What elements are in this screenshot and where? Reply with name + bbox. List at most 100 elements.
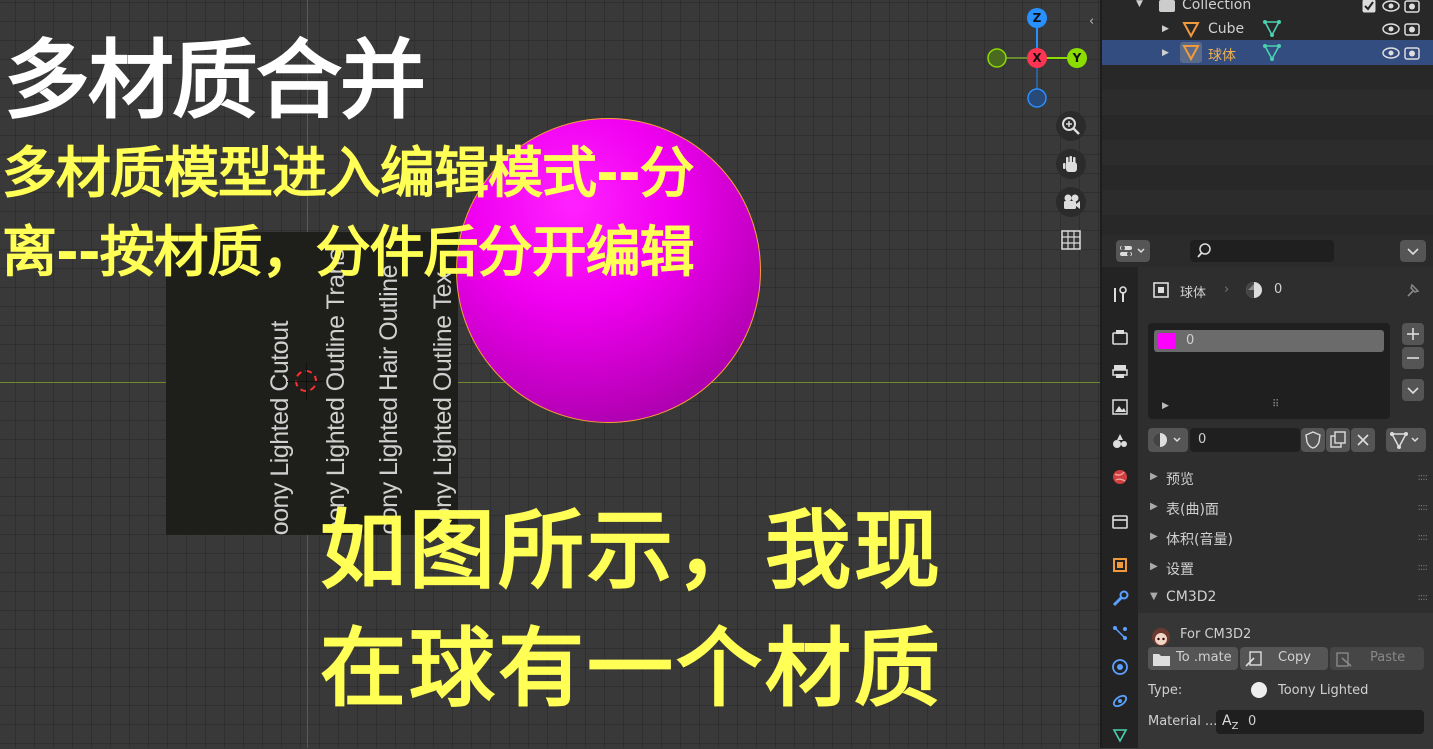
chevron-right-icon[interactable]: ▶ bbox=[1150, 531, 1158, 542]
overlay-caption-2: 离--按材质，分件后分开编辑 bbox=[2, 220, 695, 284]
drag-handle-icon[interactable]: :::: bbox=[1417, 592, 1429, 603]
section-settings[interactable]: ▶ 设置 :::: bbox=[1138, 553, 1433, 583]
copy-button[interactable]: Copy bbox=[1240, 647, 1328, 670]
3d-viewport[interactable]: oony Lighted Cutout oony Lighted Outline… bbox=[0, 0, 1100, 748]
material-name-value: 0 bbox=[1198, 432, 1207, 447]
output-tab-icon[interactable] bbox=[1106, 357, 1134, 385]
chevron-right-icon[interactable]: ▶ bbox=[1150, 501, 1158, 512]
eye-icon[interactable] bbox=[1382, 46, 1400, 64]
tool-tab-icon[interactable] bbox=[1106, 281, 1134, 309]
fake-user-button[interactable] bbox=[1301, 428, 1325, 452]
clipboard-paste-icon bbox=[1336, 652, 1352, 667]
grid-icon[interactable] bbox=[1056, 225, 1086, 255]
constraints-tab-icon[interactable] bbox=[1106, 687, 1134, 715]
physics-tab-icon[interactable] bbox=[1106, 653, 1134, 681]
material-sphere-icon bbox=[1246, 282, 1262, 298]
search-icon bbox=[1197, 243, 1211, 258]
sphere-object[interactable] bbox=[456, 118, 761, 423]
remove-slot-button[interactable] bbox=[1402, 347, 1424, 369]
add-slot-button[interactable] bbox=[1402, 323, 1424, 345]
chevron-right-icon[interactable]: ▶ bbox=[1150, 561, 1158, 572]
chevron-down-icon[interactable]: ▼ bbox=[1150, 591, 1158, 602]
unlink-material-button[interactable] bbox=[1351, 428, 1375, 452]
slot-specials-button[interactable] bbox=[1402, 379, 1424, 401]
resize-handle-icon[interactable]: ⠿ bbox=[1272, 399, 1280, 410]
chevron-down-icon bbox=[1407, 248, 1419, 256]
outliner-item-sphere[interactable]: ▶ 球体 bbox=[1102, 40, 1433, 65]
drag-handle-icon[interactable]: :::: bbox=[1417, 532, 1429, 543]
properties-header bbox=[1102, 235, 1433, 267]
eye-icon[interactable] bbox=[1382, 0, 1400, 17]
section-cm3d2[interactable]: ▼ CM3D2 :::: bbox=[1138, 583, 1433, 613]
chevron-down-icon[interactable]: ▼ bbox=[1136, 0, 1143, 9]
render-camera-icon[interactable] bbox=[1404, 46, 1420, 64]
outliner-item-cube[interactable]: ▶ Cube bbox=[1102, 16, 1433, 41]
paste-label: Paste bbox=[1370, 650, 1406, 665]
gizmo-y-icon[interactable]: Y bbox=[1067, 48, 1087, 68]
pin-icon[interactable] bbox=[1404, 281, 1422, 299]
outliner-item-label: 球体 bbox=[1208, 48, 1236, 64]
drag-handle-icon[interactable]: :::: bbox=[1417, 562, 1429, 573]
overlay-caption-3: 如图所示，我现 bbox=[320, 501, 943, 601]
to-mate-button[interactable]: To .mate bbox=[1148, 647, 1238, 670]
link-dropdown-button[interactable] bbox=[1386, 428, 1426, 452]
chevron-right-icon[interactable]: ▶ bbox=[1150, 471, 1158, 482]
outliner-panel[interactable]: ▼ Collection ▶ Cube ▶ bbox=[1100, 0, 1433, 235]
chevron-left-icon[interactable]: ‹ bbox=[1089, 14, 1095, 29]
type-value: Toony Lighted bbox=[1278, 683, 1369, 698]
outliner-collection-row[interactable]: ▼ Collection bbox=[1102, 0, 1433, 16]
options-dropdown-button[interactable] bbox=[1400, 240, 1426, 262]
cm3d2-header: For CM3D2 bbox=[1180, 627, 1252, 642]
gizmo-z-icon[interactable]: Z bbox=[1027, 8, 1047, 28]
navigation-gizmo[interactable]: Z X Y bbox=[985, 8, 1095, 108]
section-preview[interactable]: ▶ 预览 :::: bbox=[1138, 463, 1433, 493]
object-tab-icon[interactable] bbox=[1106, 551, 1134, 579]
mesh-data-icon bbox=[1390, 432, 1419, 449]
render-camera-icon[interactable] bbox=[1404, 0, 1420, 17]
view-layer-tab-icon[interactable] bbox=[1106, 393, 1134, 421]
properties-panel[interactable]: 球体 › 0 0 ▶ ⠿ 0 bbox=[1100, 235, 1433, 748]
section-label: 设置 bbox=[1166, 562, 1194, 578]
material-color-swatch bbox=[1158, 333, 1176, 349]
gizmo-x-icon[interactable]: X bbox=[1027, 48, 1047, 68]
collection-tab-icon[interactable] bbox=[1106, 507, 1134, 535]
editor-type-button[interactable] bbox=[1116, 240, 1150, 262]
zoom-icon[interactable] bbox=[1056, 111, 1086, 141]
section-volume[interactable]: ▶ 体积(音量) :::: bbox=[1138, 523, 1433, 553]
breadcrumb-separator: › bbox=[1224, 282, 1230, 297]
scene-tab-icon[interactable] bbox=[1106, 427, 1134, 455]
checkbox-icon[interactable] bbox=[1362, 0, 1376, 17]
modifier-wrench-icon[interactable] bbox=[1106, 585, 1134, 613]
section-surface[interactable]: ▶ 表(曲)面 :::: bbox=[1138, 493, 1433, 523]
render-camera-icon[interactable] bbox=[1404, 22, 1420, 40]
material-slot-row[interactable]: 0 bbox=[1154, 330, 1384, 352]
overlay-title: 多材质合并 bbox=[4, 31, 426, 131]
shader-dot-icon bbox=[1251, 682, 1267, 698]
chevron-down-icon bbox=[1407, 387, 1419, 395]
close-icon bbox=[1357, 434, 1369, 446]
chevron-right-icon[interactable]: ▶ bbox=[1162, 24, 1169, 34]
browse-material-button[interactable] bbox=[1148, 428, 1188, 452]
material-name-field[interactable]: 0 bbox=[1190, 428, 1300, 452]
particles-tab-icon[interactable] bbox=[1106, 619, 1134, 647]
chevron-right-icon[interactable]: ▶ bbox=[1162, 48, 1169, 58]
drag-handle-icon[interactable]: :::: bbox=[1417, 502, 1429, 513]
data-tab-icon[interactable] bbox=[1106, 721, 1134, 749]
material-slot-list[interactable]: 0 ▶ ⠿ bbox=[1148, 323, 1390, 419]
duplicate-material-button[interactable] bbox=[1326, 428, 1350, 452]
eye-icon[interactable] bbox=[1382, 22, 1400, 40]
world-tab-icon[interactable] bbox=[1106, 463, 1134, 491]
paste-button[interactable]: Paste bbox=[1330, 647, 1424, 670]
material-field[interactable]: AZ 0 bbox=[1216, 710, 1424, 734]
camera-icon[interactable] bbox=[1056, 187, 1086, 217]
drag-handle-icon[interactable]: :::: bbox=[1417, 472, 1429, 483]
3d-cursor[interactable] bbox=[287, 362, 325, 400]
section-label: CM3D2 bbox=[1166, 589, 1217, 605]
copy-label: Copy bbox=[1278, 650, 1311, 665]
search-input[interactable] bbox=[1190, 240, 1334, 262]
hand-icon[interactable] bbox=[1056, 149, 1086, 179]
render-tab-icon[interactable] bbox=[1106, 323, 1134, 351]
collection-label: Collection bbox=[1182, 0, 1252, 13]
chevron-right-icon[interactable]: ▶ bbox=[1162, 401, 1169, 411]
folder-icon bbox=[1153, 654, 1170, 666]
